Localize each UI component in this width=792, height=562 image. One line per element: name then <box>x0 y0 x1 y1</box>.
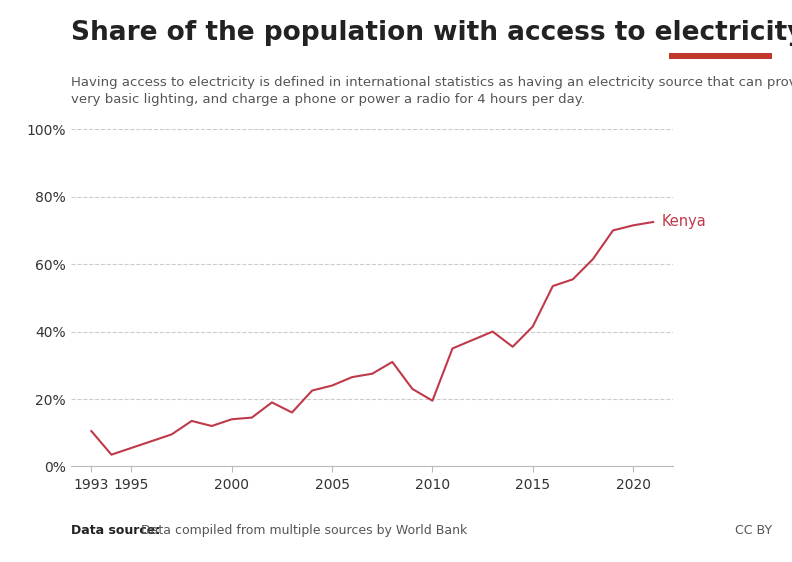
Text: Data source:: Data source: <box>71 524 161 537</box>
Text: CC BY: CC BY <box>735 524 772 537</box>
Bar <box>669 53 772 59</box>
Text: in Data: in Data <box>699 35 743 45</box>
Text: Our World: Our World <box>689 19 752 29</box>
Text: Share of the population with access to electricity: Share of the population with access to e… <box>71 20 792 46</box>
Text: Data compiled from multiple sources by World Bank: Data compiled from multiple sources by W… <box>137 524 467 537</box>
Text: Having access to electricity is defined in international statistics as having an: Having access to electricity is defined … <box>71 76 792 106</box>
Text: Kenya: Kenya <box>661 215 706 229</box>
